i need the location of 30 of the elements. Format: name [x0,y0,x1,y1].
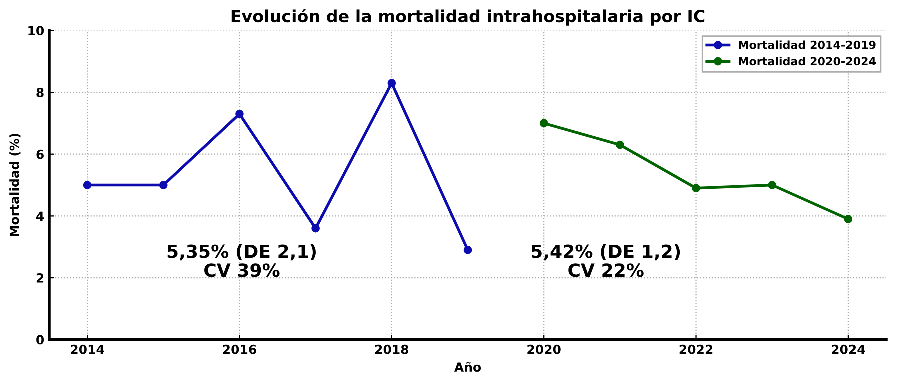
annotation: 5,35% (DE 2,1) CV 39% [168,244,316,278]
point [540,119,548,128]
point [159,181,168,190]
chart-title: Evolución de la mortalidad intrahospitalaria por IC [232,9,705,26]
y-axis-title: Mortalidad (%) [10,134,21,237]
x-tick-label: 2024 [832,344,866,354]
x-tick-label: 2016 [223,344,256,354]
point [83,181,92,190]
annotation: 5,42% (DE 1,2) CV 22% [532,244,680,278]
point [844,215,853,224]
y-tick-label: 10 [28,26,44,36]
x-tick-label: 2020 [528,344,561,354]
point [692,184,700,193]
y-tick-label: 2 [36,273,44,283]
point [464,246,472,254]
y-tick-label: 6 [36,150,44,160]
point [768,181,777,190]
y-tick-label: 0 [36,335,44,345]
legend-label: Mortalidad 2014-2019 [739,40,876,50]
point [312,224,320,233]
legend-label: Mortalidad 2020-2024 [739,57,876,66]
point [616,140,624,150]
point [388,79,396,88]
x-tick-label: 2014 [71,344,104,354]
point [236,110,244,118]
x-tick-label: 2022 [680,344,713,354]
y-tick-label: 8 [36,88,44,98]
x-tick-label: 2018 [376,344,409,354]
y-tick-label: 4 [36,212,44,221]
x-axis-title: Año [454,362,482,372]
